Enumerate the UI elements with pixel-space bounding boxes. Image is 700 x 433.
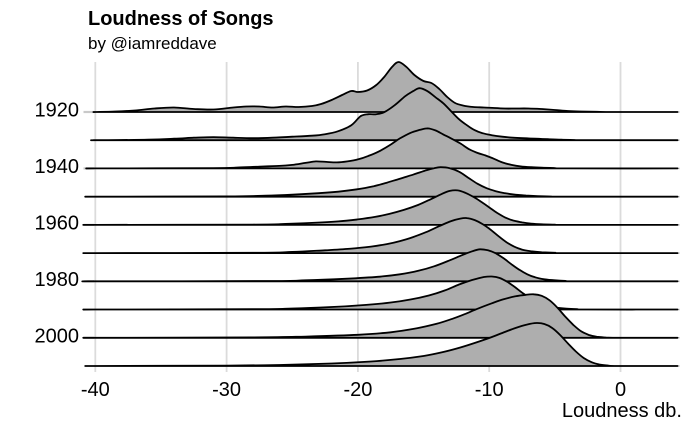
x-tick-label: -40 xyxy=(81,379,110,401)
y-tick-label: 1960 xyxy=(35,212,80,234)
density-ridge-1970 xyxy=(82,217,679,255)
x-tick-label: -20 xyxy=(343,379,372,401)
x-tick-label: -30 xyxy=(212,379,241,401)
axis-labels-layer: 1920 1940 1960 1980 2000 -40 -30 -20 -10 0 xyxy=(35,100,627,402)
x-tick-label: -10 xyxy=(475,379,504,401)
x-tick-label: 0 xyxy=(615,379,626,401)
ridges-layer xyxy=(81,61,679,367)
density-ridge-2000 xyxy=(82,293,679,339)
density-ridge-1950 xyxy=(84,166,679,198)
density-ridge-1920 xyxy=(92,61,679,113)
y-tick-label: 1980 xyxy=(35,269,80,291)
y-tick-label: 2000 xyxy=(35,325,80,347)
density-ridge-1980 xyxy=(81,248,679,283)
density-ridge-2010 xyxy=(84,322,679,367)
x-axis-title: Loudness db. xyxy=(562,400,682,422)
chart-subtitle: by @iamreddave xyxy=(88,34,217,53)
density-ridge-1940 xyxy=(85,127,679,170)
density-ridge-1960 xyxy=(82,189,679,226)
chart-title: Loudness of Songs xyxy=(88,8,274,30)
density-ridge-1930 xyxy=(90,87,679,142)
y-tick-label: 1940 xyxy=(35,156,80,178)
y-tick-label: 1920 xyxy=(35,100,80,122)
